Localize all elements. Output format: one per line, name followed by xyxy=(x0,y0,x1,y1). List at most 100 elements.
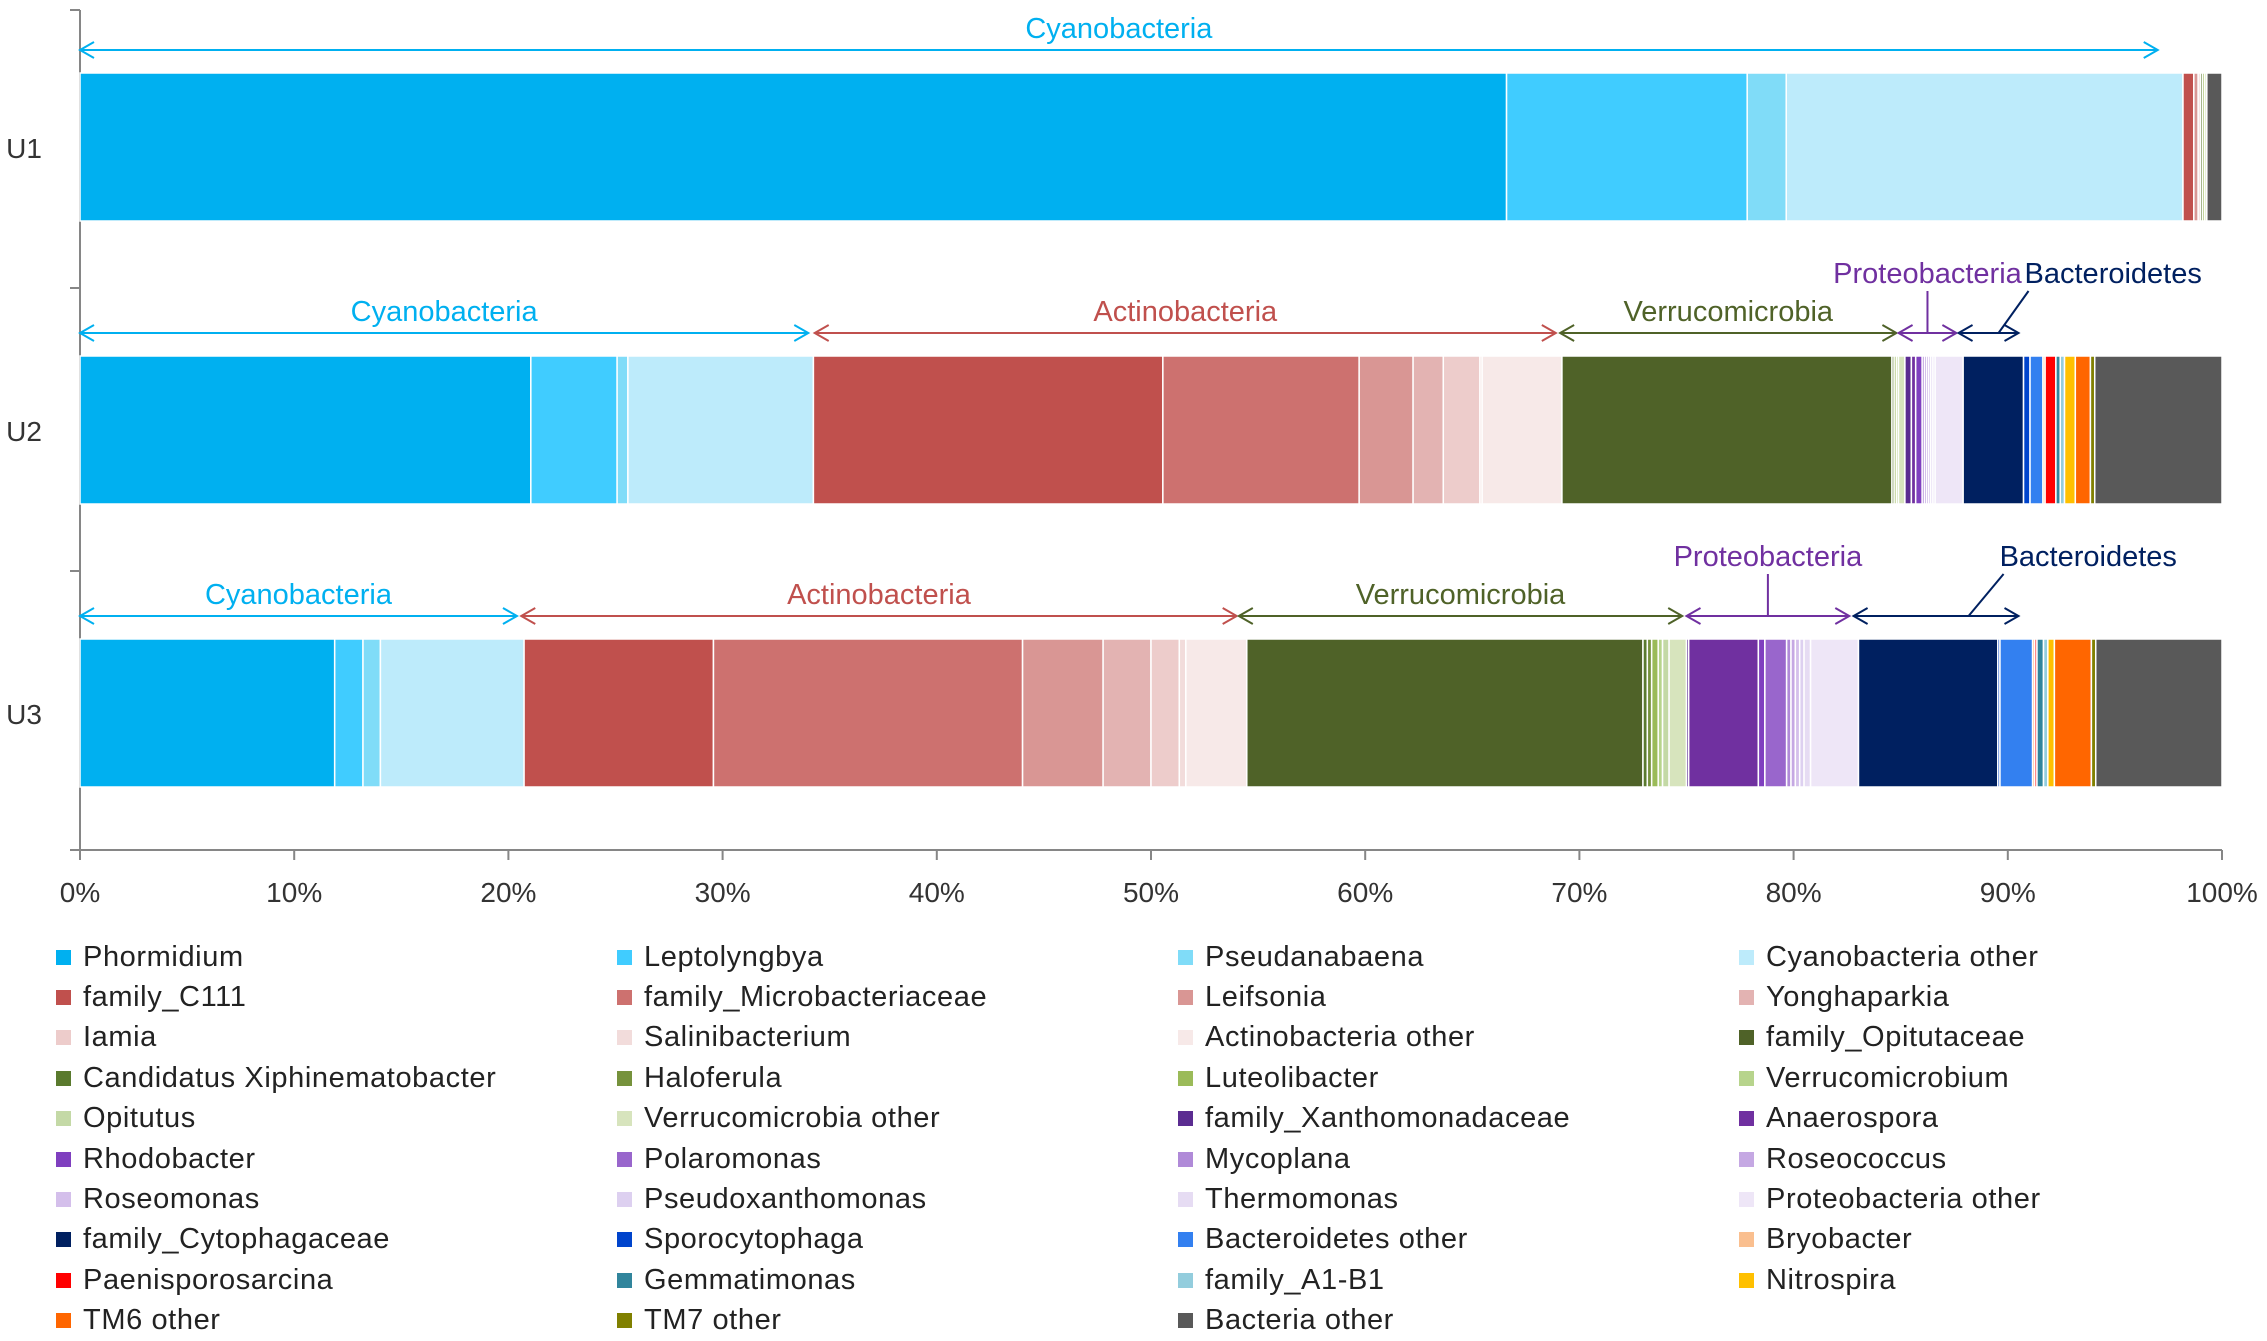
x-tick-label: 0% xyxy=(60,877,100,908)
legend-swatch xyxy=(617,1151,632,1167)
bracket-label: Actinobacteria xyxy=(787,579,972,611)
bracket-arrow-right xyxy=(1222,607,1239,625)
legend-label: Mycoplana xyxy=(1205,1142,1351,1175)
bar-segment xyxy=(1914,355,1923,505)
legend-label: Thermomonas xyxy=(1205,1183,1399,1216)
bar-segment xyxy=(1857,638,1999,788)
legend-label: family_C111 xyxy=(83,981,247,1014)
legend-item: Thermomonas xyxy=(1178,1179,1739,1219)
legend-label: Roseomonas xyxy=(83,1183,260,1216)
bar-segment xyxy=(1185,638,1248,788)
legend-swatch xyxy=(617,1272,632,1288)
legend-swatch xyxy=(617,1313,632,1329)
legend-item: Candidatus Xiphinematobacter xyxy=(56,1058,617,1098)
legend-item: family_Microbacteriaceae xyxy=(617,977,1178,1017)
bracket-arrow-right xyxy=(1941,324,1959,342)
legend-label: Bacteria other xyxy=(1205,1304,1394,1337)
bar-segment xyxy=(1246,638,1644,788)
bar-segment xyxy=(2063,355,2077,505)
legend-swatch xyxy=(1178,1151,1193,1167)
bar-segment xyxy=(1785,72,2184,222)
legend-swatch xyxy=(1178,1232,1193,1248)
legend-label: Gemmatimonas xyxy=(644,1263,856,1296)
legend-item: Haloferula xyxy=(617,1058,1178,1098)
bar-segment xyxy=(2182,72,2195,222)
bracket-arrow-right xyxy=(1541,324,1558,342)
bracket-arrow-left xyxy=(77,41,95,59)
legend-item: family_Xanthomonadaceae xyxy=(1178,1099,1739,1139)
legend-item: Phormidium xyxy=(56,937,617,977)
bracket-label: Bacteroidetes xyxy=(2025,258,2202,290)
legend-label: Leptolyngbya xyxy=(644,940,824,973)
x-tick-label: 90% xyxy=(1980,877,2036,908)
legend-swatch xyxy=(1739,1111,1754,1127)
bar-segment xyxy=(333,638,364,788)
bar-segment xyxy=(1897,355,1906,505)
legend-item: Iamia xyxy=(56,1018,617,1058)
legend-swatch xyxy=(56,990,71,1006)
category-label: U2 xyxy=(6,416,42,447)
legend-item: Opitutus xyxy=(56,1099,617,1139)
bracket-label: Proteobacteria xyxy=(1833,258,2022,290)
bar-segment xyxy=(616,355,629,505)
legend-label: Verrucomicrobium xyxy=(1766,1061,2010,1094)
legend-label: TM7 other xyxy=(644,1304,782,1337)
legend-label: Polaromonas xyxy=(644,1142,822,1175)
legend-item: Leifsonia xyxy=(1178,977,1739,1017)
bar-segment xyxy=(1962,355,2025,505)
bar-segment xyxy=(2206,72,2223,222)
legend-swatch xyxy=(617,1070,632,1086)
bracket-label: Cyanobacteria xyxy=(351,296,539,328)
bar-segment xyxy=(2093,355,2223,505)
bar-segment xyxy=(1764,638,1788,788)
legend-swatch xyxy=(1739,949,1754,965)
bracket-label: Cyanobacteria xyxy=(1025,13,1213,45)
legend-item: Bryobacter xyxy=(1739,1220,2246,1260)
legend-swatch xyxy=(56,1232,71,1248)
legend-item: Yonghaparkia xyxy=(1739,977,2246,1017)
bar-segment xyxy=(523,638,715,788)
bar-segment xyxy=(1481,355,1563,505)
bar-segment xyxy=(1668,638,1688,788)
bar-segment xyxy=(379,638,525,788)
legend-swatch xyxy=(1739,1070,1754,1086)
legend-item: Actinobacteria other xyxy=(1178,1018,1739,1058)
legend-swatch xyxy=(56,1192,71,1208)
legend-item: Leptolyngbya xyxy=(617,937,1178,977)
stacked-bar-chart: 0% 10% 20% 30% 40% 50% 60% 70% 80% 90% 100%U1U2U3 … xyxy=(6,9,2258,908)
legend-label: Leifsonia xyxy=(1205,981,1327,1014)
bar-segment xyxy=(1757,638,1766,788)
bar-segment xyxy=(1021,638,1104,788)
bracket-arrow-right xyxy=(2004,607,2021,625)
bracket-arrow-left xyxy=(812,324,830,342)
legend-item: Pseudanabaena xyxy=(1178,937,1739,977)
bracket-arrow-left xyxy=(519,607,536,625)
legend-label: TM6 other xyxy=(83,1304,221,1337)
bar-segment xyxy=(1999,638,2034,788)
bar-segment xyxy=(1661,638,1670,788)
callout-line xyxy=(1967,573,2005,617)
phylum-brackets: Cyanobacteria Cyanobacteria Actinobacteria… xyxy=(77,13,2202,625)
legend-swatch xyxy=(617,1232,632,1248)
bar-segment xyxy=(1687,638,1760,788)
bar-segment xyxy=(1162,355,1360,505)
bar-segment xyxy=(1746,72,1787,222)
legend-item: Proteobacteria other xyxy=(1739,1179,2246,1219)
legend-label: Phormidium xyxy=(83,940,244,973)
bar-segment xyxy=(79,72,1508,222)
legend-swatch xyxy=(56,1151,71,1167)
legend-label: Roseococcus xyxy=(1766,1142,1947,1175)
legend-label: Salinibacterium xyxy=(644,1021,852,1054)
legend-swatch xyxy=(56,1272,71,1288)
bar-segment xyxy=(79,355,532,505)
bracket-label: Cyanobacteria xyxy=(205,579,393,611)
legend-label: Luteolibacter xyxy=(1205,1061,1379,1094)
legend-item: Verrucomicrobium xyxy=(1739,1058,2246,1098)
bar-segment xyxy=(1561,355,1893,505)
callout-line xyxy=(1997,290,2030,334)
legend-swatch xyxy=(1739,990,1754,1006)
legend-label: Yonghaparkia xyxy=(1766,981,1950,1014)
legend-swatch xyxy=(1178,949,1193,965)
bracket-arrow-left xyxy=(77,607,95,625)
x-tick-label: 60% xyxy=(1337,877,1393,908)
